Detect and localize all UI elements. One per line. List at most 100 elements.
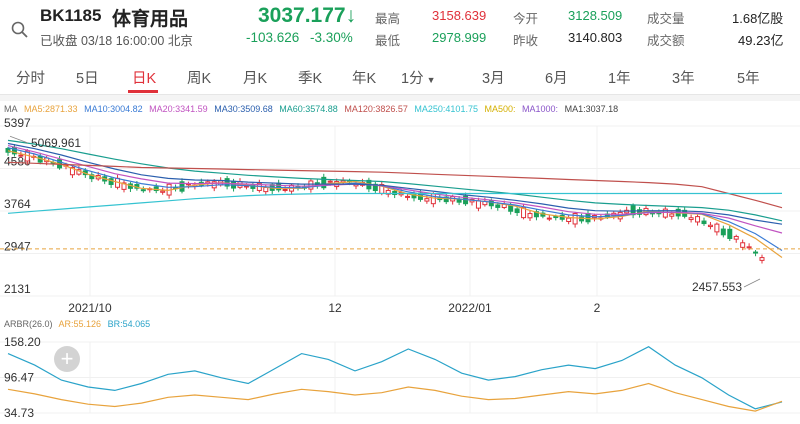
candle bbox=[250, 184, 256, 189]
candle bbox=[263, 187, 269, 193]
candle bbox=[740, 242, 746, 248]
stock-code: BK1185 bbox=[40, 6, 102, 25]
stat-label-turnover: 成交额 bbox=[647, 34, 685, 48]
candle bbox=[759, 257, 765, 261]
stat-value-low: 2978.999 bbox=[432, 30, 487, 45]
tab-1min[interactable]: 1分 ▼ bbox=[401, 71, 436, 87]
candle bbox=[121, 182, 127, 190]
candle bbox=[707, 224, 713, 228]
candle bbox=[701, 220, 707, 225]
tab-5year[interactable]: 5年 bbox=[737, 71, 760, 87]
tab-daily-k[interactable]: 日K bbox=[132, 71, 157, 87]
ma-line-ma20 bbox=[7, 145, 783, 234]
x-tick-label: 12 bbox=[328, 301, 342, 315]
ma-legend-item: MA1:3037.18 bbox=[564, 104, 619, 114]
candle bbox=[669, 213, 675, 217]
low-annotation-pointer bbox=[743, 278, 761, 288]
price-change: -103.626 bbox=[246, 30, 300, 45]
y-tick-label: 2947 bbox=[4, 240, 31, 254]
stat-value-open: 3128.509 bbox=[568, 8, 623, 23]
arbr-y-tick-label: 34.73 bbox=[4, 406, 34, 420]
candle bbox=[727, 228, 733, 239]
stat-label-open: 今开 bbox=[513, 12, 539, 26]
arbr-legend-item: AR:55.126 bbox=[58, 319, 102, 329]
stat-value-high: 3158.639 bbox=[432, 8, 487, 23]
tab-6month[interactable]: 6月 bbox=[545, 71, 568, 87]
candle bbox=[753, 251, 759, 254]
candle bbox=[488, 200, 494, 207]
stat-value-prev-close: 3140.803 bbox=[568, 30, 623, 45]
arbr-y-tick-label: 96.47 bbox=[4, 371, 34, 385]
tab-intraday[interactable]: 分时 bbox=[16, 71, 45, 87]
ma-legend-item: MA5:2871.33 bbox=[24, 104, 78, 114]
tab-monthly-k[interactable]: 月K bbox=[243, 71, 268, 87]
candle bbox=[553, 216, 559, 219]
stat-label-high: 最高 bbox=[375, 12, 401, 26]
candle bbox=[5, 147, 11, 153]
candle bbox=[720, 228, 726, 236]
arbr-legend: ARBR(26.0) AR:55.126 BR:54.065 bbox=[4, 319, 154, 329]
candle bbox=[18, 154, 24, 157]
candle bbox=[424, 198, 430, 202]
candle bbox=[688, 217, 694, 221]
add-indicator-button[interactable]: + bbox=[54, 346, 80, 372]
arbr-legend-item: BR:54.065 bbox=[107, 319, 151, 329]
y-tick-label: 5397 bbox=[4, 116, 31, 130]
tab-5day[interactable]: 5日 bbox=[76, 71, 99, 87]
ma-line-ma60 bbox=[7, 139, 783, 222]
candle bbox=[566, 217, 572, 222]
candle bbox=[695, 216, 701, 223]
low-annotation: 2457.553 bbox=[692, 280, 742, 294]
candle bbox=[514, 208, 520, 214]
search-icon[interactable] bbox=[10, 20, 30, 40]
x-tick-label: 2022/01 bbox=[448, 301, 492, 315]
last-price: 3037.177↓ bbox=[258, 4, 357, 27]
arbr-y-tick-label: 158.20 bbox=[4, 335, 41, 349]
candle bbox=[585, 212, 591, 223]
candle bbox=[140, 189, 146, 192]
candle bbox=[160, 190, 166, 193]
ma-legend-item: MA250:4101.75 bbox=[414, 104, 478, 114]
tab-weekly-k[interactable]: 周K bbox=[187, 71, 212, 87]
candle bbox=[372, 183, 378, 192]
y-tick-label: 2131 bbox=[4, 282, 31, 296]
candle bbox=[527, 213, 533, 219]
candle bbox=[153, 186, 159, 192]
period-tabs: 分时 5日 日K 周K 月K 季K 年K 1分 ▼ 3月 6月 1年 3年 5年 bbox=[0, 58, 800, 95]
ma-legend-item: MA bbox=[4, 104, 18, 114]
candle bbox=[579, 216, 585, 222]
x-tick-label: 2021/10 bbox=[68, 301, 112, 315]
price-change-percent: -3.30% bbox=[310, 30, 353, 45]
tab-yearly-k[interactable]: 年K bbox=[352, 71, 377, 87]
candle bbox=[546, 217, 552, 220]
ma-line-ma5 bbox=[7, 150, 783, 258]
ma-legend-item: MA20:3341.59 bbox=[149, 104, 208, 114]
high-annotation: 5069.961 bbox=[31, 136, 81, 150]
ma-line-ma10 bbox=[7, 147, 783, 252]
down-arrow-icon: ↓ bbox=[345, 4, 357, 27]
candle bbox=[746, 246, 752, 249]
candle bbox=[385, 189, 391, 195]
candle bbox=[405, 195, 411, 198]
ma-legend: MA MA5:2871.33 MA10:3004.82 MA20:3341.59… bbox=[4, 104, 622, 114]
candle bbox=[733, 235, 739, 240]
tab-3month[interactable]: 3月 bbox=[482, 71, 505, 87]
ma-legend-item: MA30:3509.68 bbox=[214, 104, 273, 114]
tab-3year[interactable]: 3年 bbox=[672, 71, 695, 87]
section-divider bbox=[0, 95, 800, 101]
candle bbox=[321, 176, 327, 189]
active-tab-underline bbox=[128, 90, 158, 93]
ma-line-ma30 bbox=[7, 142, 783, 225]
candle bbox=[327, 180, 333, 183]
stat-label-volume: 成交量 bbox=[647, 12, 685, 26]
arbr-line-br bbox=[7, 346, 783, 410]
candle bbox=[508, 204, 514, 212]
tab-quarterly-k[interactable]: 季K bbox=[298, 71, 323, 87]
dropdown-caret-icon: ▼ bbox=[426, 75, 436, 85]
ma-line-ma250 bbox=[7, 192, 783, 214]
stat-value-turnover: 49.23亿 bbox=[738, 33, 784, 48]
tab-1year[interactable]: 1年 bbox=[608, 71, 631, 87]
high-annotation-pointer bbox=[9, 135, 29, 144]
candle bbox=[308, 180, 314, 190]
